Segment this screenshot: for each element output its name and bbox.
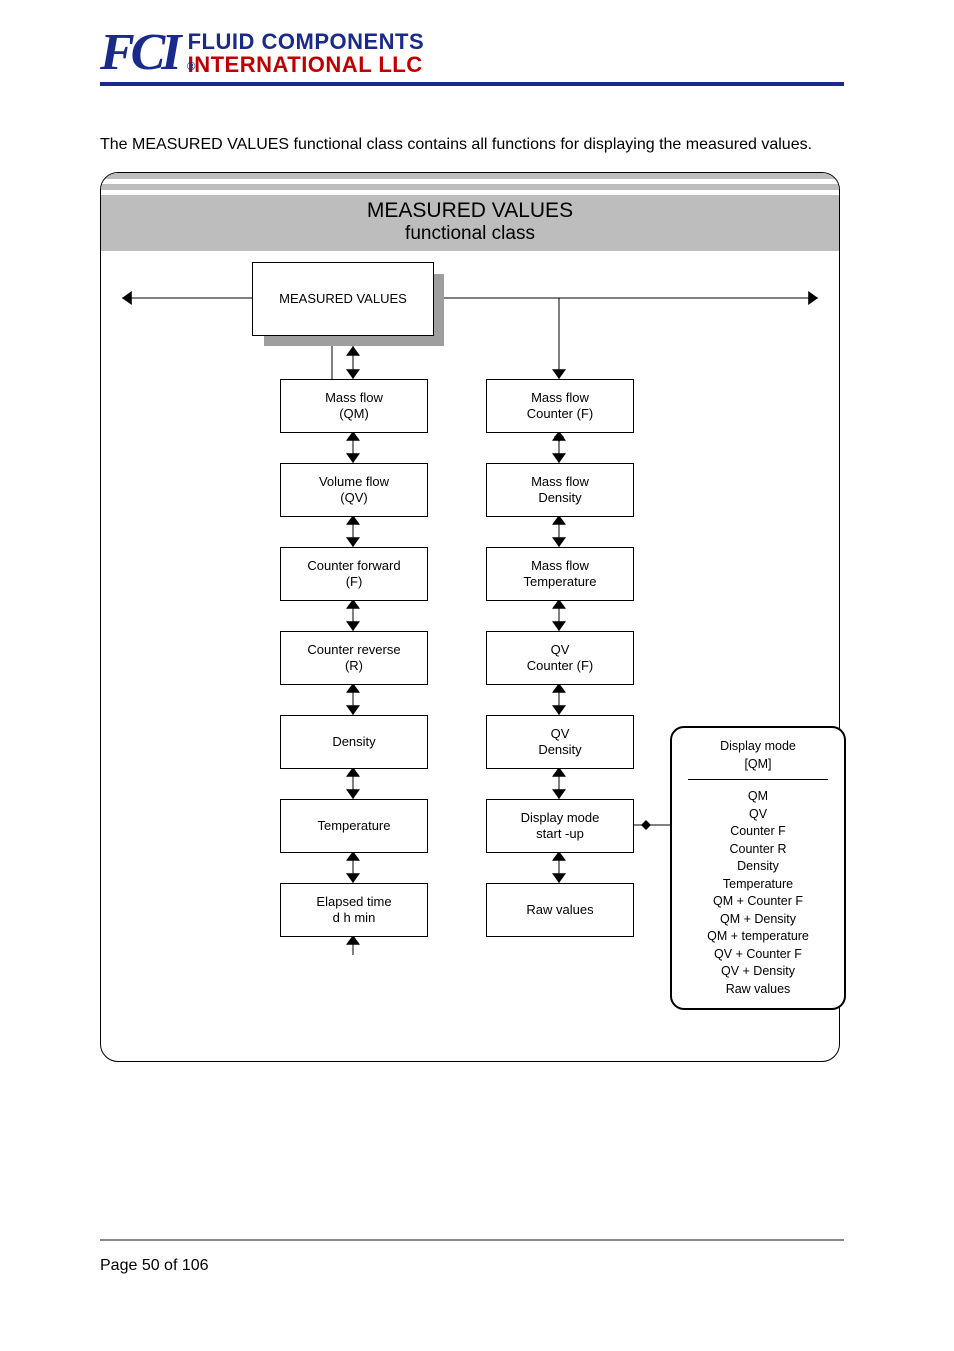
box-label-1: Mass flow: [531, 558, 589, 574]
col1-box-4: Density: [280, 715, 428, 769]
box-label-1: Density: [332, 734, 375, 750]
col2-box-4: QVDensity: [486, 715, 634, 769]
col2-box-0: Mass flowCounter (F): [486, 379, 634, 433]
option-item: QV + Counter F: [678, 946, 838, 964]
box-label-1: Mass flow: [531, 390, 589, 406]
box-label-1: Display mode: [521, 810, 600, 826]
option-item: QM + temperature: [678, 928, 838, 946]
logo-wordmark: FLUID COMPONENTS INTERNATIONAL LLC: [188, 30, 425, 76]
box-label-2: (QM): [339, 406, 369, 422]
col1-box-2: Counter forward(F): [280, 547, 428, 601]
options-header-2: [QM]: [678, 756, 838, 774]
main-box: MEASURED VALUES: [252, 262, 434, 336]
diagram-title: MEASURED VALUES: [101, 195, 839, 223]
box-label-2: Counter (F): [527, 406, 593, 422]
option-item: QV: [678, 806, 838, 824]
col1-box-6: Elapsed timed h min: [280, 883, 428, 937]
box-label-1: Mass flow: [531, 474, 589, 490]
header-rule: [100, 82, 844, 86]
option-item: QM + Counter F: [678, 893, 838, 911]
header-stripe: [101, 184, 839, 195]
col1-box-0: Mass flow(QM): [280, 379, 428, 433]
options-list: QMQVCounter FCounter RDensityTemperature…: [678, 788, 838, 998]
box-label-2: Counter (F): [527, 658, 593, 674]
box-label-1: Temperature: [318, 818, 391, 834]
option-item: QM: [678, 788, 838, 806]
col1-box-1: Volume flow(QV): [280, 463, 428, 517]
page-number: Page 50 of 106: [100, 1257, 209, 1275]
logo-line-1: FLUID COMPONENTS: [188, 30, 425, 53]
col1-box-3: Counter reverse(R): [280, 631, 428, 685]
option-item: QV + Density: [678, 963, 838, 981]
box-label-1: Volume flow: [319, 474, 389, 490]
box-label-2: Density: [538, 490, 581, 506]
display-mode-options: Display mode [QM] QMQVCounter FCounter R…: [670, 726, 846, 1010]
col2-box-6: Raw values: [486, 883, 634, 937]
option-item: Counter F: [678, 823, 838, 841]
header-stripe: [101, 173, 839, 184]
box-label-1: Mass flow: [325, 390, 383, 406]
intro-paragraph: The MEASURED VALUES functional class con…: [100, 136, 844, 154]
col2-box-3: QVCounter (F): [486, 631, 634, 685]
box-label-2: (QV): [340, 490, 367, 506]
diagram: MEASURED VALUES functional class MEASURE…: [100, 172, 840, 1062]
options-divider: [688, 779, 828, 780]
diagram-subtitle: functional class: [101, 223, 839, 251]
box-label-2: Temperature: [524, 574, 597, 590]
col2-box-1: Mass flowDensity: [486, 463, 634, 517]
company-logo: FCI FLUID COMPONENTS INTERNATIONAL LLC: [100, 30, 844, 76]
box-label-1: Elapsed time: [316, 894, 391, 910]
box-label-1: Counter forward: [307, 558, 400, 574]
option-item: Temperature: [678, 876, 838, 894]
main-box-label: MEASURED VALUES: [279, 291, 407, 307]
options-header-1: Display mode: [678, 738, 838, 756]
col1-box-5: Temperature: [280, 799, 428, 853]
box-label-2: Density: [538, 742, 581, 758]
option-item: Density: [678, 858, 838, 876]
box-label-2: d h min: [333, 910, 376, 926]
option-item: QM + Density: [678, 911, 838, 929]
col2-box-2: Mass flowTemperature: [486, 547, 634, 601]
box-label-1: Raw values: [526, 902, 593, 918]
box-label-2: start -up: [536, 826, 584, 842]
logo-mark: FCI: [100, 32, 178, 74]
logo-line-2: INTERNATIONAL LLC: [188, 53, 425, 76]
page: FCI FLUID COMPONENTS INTERNATIONAL LLC T…: [0, 0, 954, 1351]
option-item: Raw values: [678, 981, 838, 999]
box-label-2: (F): [346, 574, 363, 590]
box-label-1: QV: [551, 642, 570, 658]
box-label-1: Counter reverse: [307, 642, 400, 658]
content-area: FCI FLUID COMPONENTS INTERNATIONAL LLC T…: [100, 30, 844, 1251]
box-label-1: QV: [551, 726, 570, 742]
footer-rule: [100, 1239, 844, 1241]
col2-box-5: Display modestart -up: [486, 799, 634, 853]
diagram-header: MEASURED VALUES functional class: [101, 173, 839, 251]
box-label-2: (R): [345, 658, 363, 674]
option-item: Counter R: [678, 841, 838, 859]
